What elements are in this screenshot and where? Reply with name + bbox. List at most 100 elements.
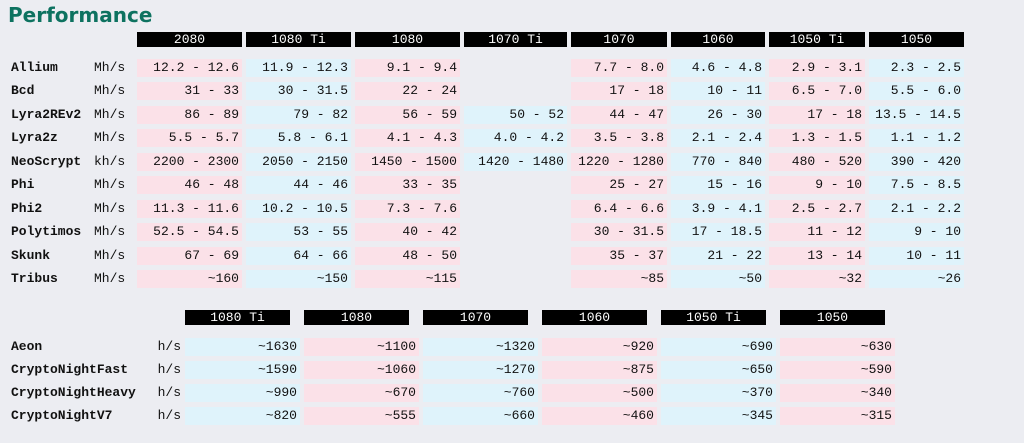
column-header: 2080 (137, 32, 242, 47)
hashrate-cell: 30 - 31.5 (571, 223, 667, 241)
hashrate-cell (464, 247, 567, 265)
hashrate-cell: 30 - 31.5 (246, 82, 351, 100)
hashrate-cell: 10 - 11 (869, 246, 964, 265)
hashrate-cell: 44 - 47 (571, 105, 667, 124)
algorithm-name: CryptoNightHeavy (11, 385, 136, 400)
hashrate-cell: 9 - 10 (869, 223, 964, 241)
cryptonight-performance-table: 1080 Ti 1080 1070 1060 1050 Ti 1050 Aeon h/s ~16… (8, 310, 895, 425)
hashrate-cell: ~115 (355, 270, 460, 288)
header-spacer (151, 310, 181, 333)
hashrate-cell: 11.3 - 11.6 (137, 199, 242, 218)
hashrate-cell: 79 - 82 (246, 105, 351, 124)
hashrate-cell: 2.5 - 2.7 (769, 199, 865, 218)
hashrate-cell: 52.5 - 54.5 (137, 223, 242, 241)
hashrate-cell: ~920 (542, 338, 657, 356)
hashrate-cell: 56 - 59 (355, 105, 460, 124)
hashrate-cell: 64 - 66 (246, 246, 351, 265)
column-header: 1050 Ti (769, 32, 865, 47)
hashrate-cell (464, 270, 567, 288)
hashrate-cell: 15 - 16 (671, 176, 765, 194)
unit-label: Mh/s (94, 247, 126, 263)
unit-label: Mh/s (94, 200, 126, 216)
hashrate-cell: 40 - 42 (355, 223, 460, 241)
column-header: 1050 (780, 310, 885, 325)
hashrate-cell: ~1320 (423, 338, 538, 356)
hashrate-cell: 2.9 - 3.1 (769, 58, 865, 77)
algorithm-name: Lyra2z (11, 130, 58, 145)
hashrate-cell (464, 223, 567, 241)
hashrate-cell: 3.5 - 3.8 (571, 129, 667, 147)
hashrate-cell (464, 200, 567, 218)
hashrate-cell: ~990 (185, 384, 300, 402)
header-spacer (8, 310, 147, 333)
hashrate-cell: 4.6 - 4.8 (671, 58, 765, 77)
hashrate-cell: 6.5 - 7.0 (769, 82, 865, 100)
column-header: 1080 (355, 32, 460, 47)
hashrate-cell: 770 - 840 (671, 152, 765, 171)
hashrate-cell: ~1060 (304, 361, 419, 379)
unit-label: Mh/s (94, 224, 126, 239)
algorithm-name: Skunk (11, 247, 51, 263)
hashrate-cell: ~370 (661, 384, 776, 402)
column-header: 1060 (671, 32, 765, 47)
hashrate-cell: 480 - 520 (769, 152, 865, 171)
hashrate-cell: ~340 (780, 384, 895, 402)
hashrate-cell: ~650 (661, 361, 776, 379)
hashrate-cell: 11 - 12 (769, 223, 865, 241)
algorithm-name: CryptoNightFast (11, 362, 129, 377)
hashrate-cell: 2050 - 2150 (246, 152, 351, 171)
column-header: 1070 (423, 310, 528, 325)
hashrate-cell: 46 - 48 (137, 176, 242, 194)
hashrate-cell: 2200 - 2300 (137, 152, 242, 171)
hashrate-cell: 5.5 - 6.0 (869, 82, 964, 100)
hashrate-cell: 21 - 22 (671, 246, 765, 265)
hashrate-cell: ~670 (304, 384, 419, 402)
hashrate-cell: 5.8 - 6.1 (246, 129, 351, 147)
unit-label: h/s (157, 408, 181, 423)
hashrate-cell: ~1630 (185, 338, 300, 356)
algorithm-name: Tribus (11, 271, 58, 286)
hashrate-cell: ~555 (304, 407, 419, 425)
hashrate-cell: 50 - 52 (464, 105, 567, 124)
algorithm-name: Lyra2REv2 (11, 106, 82, 122)
hashrate-cell: ~345 (661, 407, 776, 425)
hashrate-cell: 17 - 18 (571, 82, 667, 100)
unit-label: Mh/s (94, 106, 126, 122)
hashrate-cell: ~1100 (304, 338, 419, 356)
hashrate-cell: 31 - 33 (137, 82, 242, 100)
unit-label: h/s (157, 385, 181, 400)
column-header: 1050 (869, 32, 964, 47)
hashrate-cell: 86 - 89 (137, 105, 242, 124)
hashrate-cell: 1420 - 1480 (464, 152, 567, 171)
column-header: 1080 (304, 310, 409, 325)
hashrate-cell: ~500 (542, 384, 657, 402)
hashrate-cell: 26 - 30 (671, 105, 765, 124)
algorithm-name: Bcd (11, 83, 35, 98)
hashrate-cell: ~1270 (423, 361, 538, 379)
hashrate-cell: ~150 (246, 270, 351, 288)
hashrate-cell: 12.2 - 12.6 (137, 58, 242, 77)
hashrate-cell: 7.3 - 7.6 (355, 199, 460, 218)
header-spacer (8, 32, 90, 53)
hashrate-cell: ~50 (671, 270, 765, 288)
hashrate-cell: 33 - 35 (355, 176, 460, 194)
hashrate-cell: 48 - 50 (355, 246, 460, 265)
hashrate-cell: 9 - 10 (769, 176, 865, 194)
hashrate-cell: 4.0 - 4.2 (464, 129, 567, 147)
hashrate-cell: ~1590 (185, 361, 300, 379)
page-title: Performance (8, 3, 153, 27)
hashrate-cell: 17 - 18.5 (671, 223, 765, 241)
hashrate-cell: ~760 (423, 384, 538, 402)
hashrate-cell (464, 59, 567, 77)
hashrate-cell: ~460 (542, 407, 657, 425)
algorithm-name: CryptoNightV7 (11, 408, 113, 423)
unit-label: Mh/s (94, 130, 126, 145)
algorithm-name: Allium (11, 59, 58, 75)
hashrate-cell: 25 - 27 (571, 176, 667, 194)
column-header: 1070 (571, 32, 667, 47)
column-header: 1080 Ti (185, 310, 290, 325)
column-header: 1070 Ti (464, 32, 567, 47)
hashrate-cell: 35 - 37 (571, 246, 667, 265)
hashrate-cell: 22 - 24 (355, 82, 460, 100)
algorithm-name: Phi (11, 177, 35, 192)
